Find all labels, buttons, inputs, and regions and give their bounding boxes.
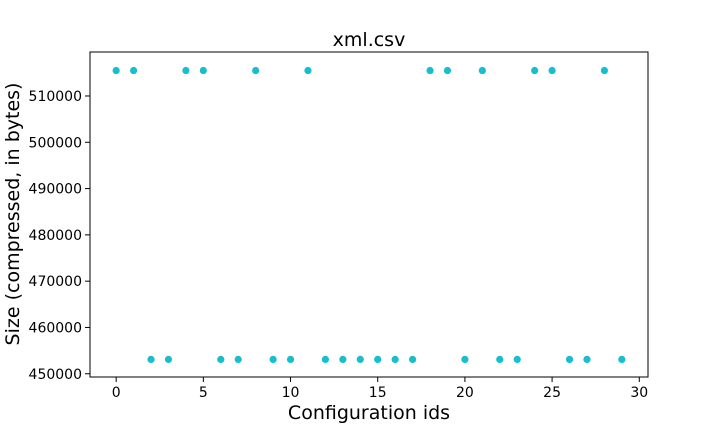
y-tick-label: 490000 <box>29 182 82 198</box>
y-tick-label: 500000 <box>29 135 82 151</box>
plot-frame <box>89 51 649 378</box>
y-tick-label: 460000 <box>29 320 82 336</box>
data-point <box>391 355 399 364</box>
data-point <box>356 355 364 364</box>
data-point <box>199 66 207 75</box>
data-point <box>583 355 591 364</box>
data-point <box>531 66 539 75</box>
y-axis-label: Size (compressed, in bytes) <box>2 83 24 346</box>
data-points <box>112 66 626 364</box>
data-point <box>129 66 138 75</box>
data-point <box>426 66 434 75</box>
data-point <box>269 355 277 364</box>
y-tick-label: 450000 <box>29 367 82 383</box>
data-point <box>164 355 173 364</box>
x-tick-label: 20 <box>456 385 474 401</box>
x-tick-label: 30 <box>630 385 648 401</box>
data-point <box>478 66 486 75</box>
data-point <box>618 355 626 364</box>
data-point <box>374 355 382 364</box>
y-tick-label: 510000 <box>29 89 82 105</box>
x-tick-label: 10 <box>282 385 300 401</box>
data-point <box>304 66 312 75</box>
y-tick-label: 470000 <box>29 274 82 290</box>
data-point <box>565 355 574 364</box>
x-tick-label: 5 <box>199 385 208 401</box>
data-point <box>461 355 469 364</box>
data-point <box>339 355 347 364</box>
data-point <box>600 66 609 75</box>
chart-title: xml.csv <box>333 29 406 51</box>
x-tick-label: 25 <box>543 385 561 401</box>
x-tick-label: 0 <box>112 385 121 401</box>
x-axis-label: Configuration ids <box>288 402 450 424</box>
data-point <box>443 66 452 75</box>
data-point <box>182 66 190 75</box>
axis-ticks: 0 5 10 15 20 25 30 450000 460000 470000 480000 4900… <box>29 89 649 401</box>
data-point <box>408 355 417 364</box>
x-tick-label: 15 <box>369 385 387 401</box>
data-point <box>496 355 504 364</box>
data-point <box>252 66 260 75</box>
y-tick-label: 480000 <box>29 228 82 244</box>
data-point <box>286 355 295 364</box>
data-point <box>147 355 155 364</box>
data-point <box>217 355 225 364</box>
data-point <box>234 355 242 364</box>
data-point <box>321 355 330 364</box>
data-point <box>548 66 556 75</box>
data-point <box>513 355 521 364</box>
data-point <box>112 66 120 75</box>
